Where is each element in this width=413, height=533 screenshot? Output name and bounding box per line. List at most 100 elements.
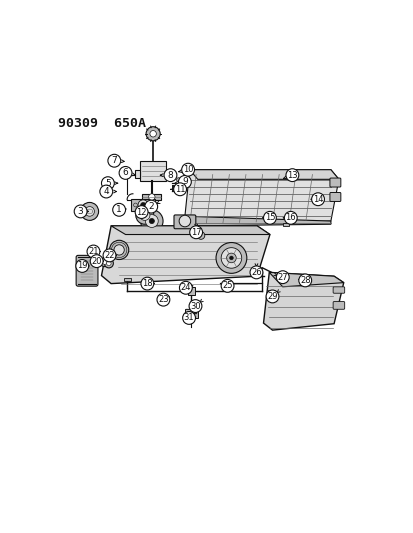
- Circle shape: [114, 245, 124, 255]
- Text: 28: 28: [299, 276, 310, 285]
- FancyBboxPatch shape: [142, 194, 161, 200]
- Polygon shape: [189, 169, 338, 179]
- Circle shape: [221, 279, 233, 292]
- FancyBboxPatch shape: [76, 255, 98, 286]
- Circle shape: [107, 261, 111, 265]
- Circle shape: [85, 207, 94, 216]
- Text: 6: 6: [122, 168, 128, 177]
- Circle shape: [76, 260, 88, 272]
- FancyBboxPatch shape: [185, 309, 197, 318]
- Text: 20: 20: [91, 257, 102, 265]
- Text: 1: 1: [116, 205, 122, 214]
- Polygon shape: [185, 169, 338, 226]
- FancyBboxPatch shape: [329, 192, 340, 201]
- Circle shape: [266, 290, 278, 303]
- Circle shape: [81, 203, 98, 221]
- Circle shape: [179, 215, 190, 227]
- Polygon shape: [111, 226, 269, 235]
- Text: 24: 24: [180, 283, 191, 292]
- FancyBboxPatch shape: [131, 199, 155, 212]
- Circle shape: [189, 226, 202, 239]
- Text: 9: 9: [182, 177, 188, 187]
- Polygon shape: [101, 226, 269, 284]
- Text: 10: 10: [183, 165, 193, 174]
- Circle shape: [249, 266, 262, 279]
- Circle shape: [119, 166, 132, 179]
- Circle shape: [133, 203, 137, 207]
- Circle shape: [197, 232, 204, 239]
- Circle shape: [176, 177, 180, 182]
- Text: 21: 21: [88, 247, 98, 256]
- Circle shape: [138, 200, 148, 210]
- Text: 13: 13: [286, 171, 297, 180]
- FancyBboxPatch shape: [140, 161, 166, 181]
- FancyBboxPatch shape: [332, 302, 344, 309]
- Text: 15: 15: [264, 213, 275, 222]
- Circle shape: [139, 210, 150, 221]
- Text: 5: 5: [105, 179, 111, 188]
- Text: 27: 27: [277, 273, 287, 281]
- Circle shape: [112, 204, 125, 216]
- Circle shape: [148, 194, 154, 200]
- Circle shape: [284, 212, 297, 224]
- Polygon shape: [185, 216, 330, 226]
- Circle shape: [74, 205, 87, 218]
- Text: 31: 31: [183, 313, 194, 322]
- Text: 25: 25: [222, 281, 232, 290]
- Circle shape: [149, 219, 154, 224]
- Circle shape: [178, 175, 191, 188]
- Circle shape: [109, 240, 128, 260]
- Circle shape: [189, 300, 202, 312]
- Text: 23: 23: [158, 295, 169, 304]
- Circle shape: [140, 210, 163, 232]
- Circle shape: [216, 243, 246, 273]
- Text: 7: 7: [111, 156, 117, 165]
- Circle shape: [182, 311, 195, 325]
- Polygon shape: [268, 272, 343, 287]
- Circle shape: [100, 257, 109, 266]
- Circle shape: [181, 163, 194, 176]
- FancyBboxPatch shape: [329, 178, 340, 187]
- Circle shape: [229, 256, 233, 260]
- Circle shape: [157, 293, 169, 306]
- FancyBboxPatch shape: [123, 278, 131, 281]
- Circle shape: [145, 200, 157, 213]
- Circle shape: [135, 206, 153, 224]
- FancyBboxPatch shape: [135, 169, 140, 177]
- Circle shape: [140, 203, 145, 207]
- Circle shape: [221, 248, 241, 268]
- Text: 2: 2: [148, 202, 154, 211]
- Circle shape: [108, 154, 121, 167]
- Circle shape: [90, 255, 103, 268]
- Circle shape: [179, 281, 192, 294]
- Circle shape: [298, 274, 311, 287]
- Circle shape: [150, 131, 156, 137]
- Text: 16: 16: [285, 213, 295, 222]
- Circle shape: [104, 259, 113, 268]
- Circle shape: [103, 249, 116, 262]
- Circle shape: [145, 215, 158, 228]
- Circle shape: [102, 260, 107, 264]
- Text: 30: 30: [190, 302, 200, 311]
- Circle shape: [164, 169, 176, 182]
- Circle shape: [276, 271, 288, 284]
- Text: 8: 8: [167, 171, 173, 180]
- Text: 3: 3: [78, 207, 83, 216]
- Text: 4: 4: [103, 187, 109, 196]
- FancyBboxPatch shape: [282, 223, 288, 227]
- FancyBboxPatch shape: [188, 287, 194, 295]
- Text: 18: 18: [142, 279, 152, 288]
- Text: 29: 29: [267, 292, 277, 301]
- Text: 22: 22: [104, 251, 114, 260]
- Circle shape: [135, 206, 148, 219]
- FancyBboxPatch shape: [268, 290, 274, 296]
- FancyBboxPatch shape: [166, 169, 172, 177]
- FancyBboxPatch shape: [173, 215, 195, 229]
- FancyBboxPatch shape: [332, 287, 344, 293]
- Circle shape: [226, 253, 236, 263]
- Circle shape: [311, 193, 324, 206]
- Circle shape: [146, 127, 160, 141]
- Circle shape: [87, 245, 100, 258]
- Circle shape: [101, 177, 114, 190]
- Text: 12: 12: [136, 207, 147, 216]
